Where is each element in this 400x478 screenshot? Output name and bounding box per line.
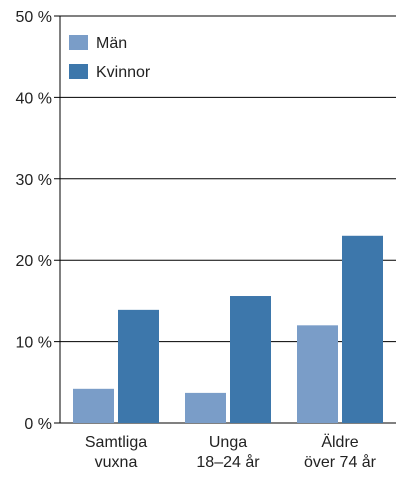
y-tick-label: 50 % [16, 9, 52, 26]
x-tick-label-line: vuxna [95, 454, 138, 471]
bar [185, 392, 226, 423]
x-tick-labels: Samtliga vuxna Unga 18–24 år Äldre över 74 år [85, 433, 377, 471]
bar [118, 309, 159, 423]
x-tick-label-line: Äldre [321, 433, 358, 451]
y-tick-labels: 0 % 10 % 20 % 30 % 40 % 50 % [16, 9, 52, 433]
bar [73, 388, 114, 423]
x-tick-label: Samtliga vuxna [85, 434, 147, 471]
y-tick-label: 20 % [16, 253, 52, 270]
bar [342, 235, 383, 423]
bar [230, 296, 271, 423]
y-tick-label: 10 % [16, 335, 52, 352]
y-tick-label: 40 % [16, 90, 52, 107]
x-tick-label: Unga 18–24 år [196, 434, 260, 471]
bar [297, 325, 338, 423]
x-tick-label-line: Unga [209, 434, 247, 451]
x-tick-label-line: över 74 år [304, 453, 377, 471]
x-tick-label: Äldre över 74 år [304, 433, 377, 471]
legend-label: Män [96, 35, 127, 52]
bars [73, 235, 383, 423]
legend: Män Kvinnor [69, 35, 151, 81]
x-tick-label-line: Samtliga [85, 434, 147, 451]
legend-swatch [69, 64, 88, 79]
legend-label: Kvinnor [96, 64, 151, 81]
legend-swatch [69, 35, 88, 50]
y-tick-label: 0 % [24, 416, 52, 433]
y-tick-label: 30 % [16, 172, 52, 189]
x-tick-label-line: 18–24 år [196, 453, 260, 471]
